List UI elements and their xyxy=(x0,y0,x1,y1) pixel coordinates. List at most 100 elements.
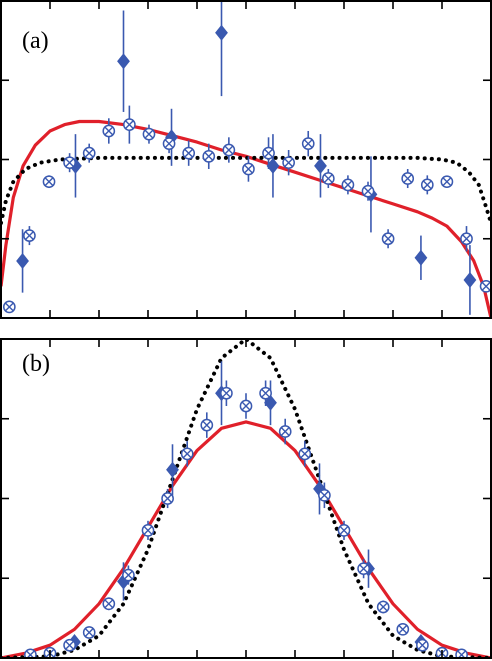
panel-a-cross-circle-stroke2-19 xyxy=(383,234,393,244)
panel-b-cross-circle-point-6 xyxy=(141,524,155,537)
panel-a-cross-circle-stroke2-17 xyxy=(343,180,353,190)
panel-a-ticks xyxy=(1,1,491,318)
panel-b-cross-circle-stroke2-9 xyxy=(202,420,212,430)
panel-a-cross-circle-stroke2-23 xyxy=(462,234,471,244)
panel-b-ticks xyxy=(1,339,491,658)
panel-b-cross-circle-point-19 xyxy=(396,622,410,636)
panel-a-cross-circle-stroke2-4 xyxy=(84,148,94,158)
panel-a-cross-circle-point-1 xyxy=(23,229,36,242)
panel-a-cross-circle-stroke2-6 xyxy=(124,120,134,130)
panel-a-cross-circle-point-9 xyxy=(182,146,196,160)
panel-a-cross-circle-stroke2-12 xyxy=(243,164,253,174)
panel-a-cross-circle-stroke2-14 xyxy=(284,158,294,168)
panel-a-diamond-point-6 xyxy=(314,157,327,174)
panel-a-cross-circle-point-11 xyxy=(222,143,236,157)
panel-b-cross-circle-stroke2-18 xyxy=(378,602,388,612)
panel-a-cross-circle-point-2 xyxy=(42,175,56,189)
panel-b-cross-circle-stroke2-10 xyxy=(221,388,231,398)
panel-b-cross-circle-point-2 xyxy=(63,638,76,652)
panel-b-diamond-point-5 xyxy=(313,480,326,497)
panel-a-cross-circle-point-4 xyxy=(82,146,96,160)
panel-a-diamond-point-0 xyxy=(16,252,29,269)
panel-b-cross-circle-stroke2-8 xyxy=(182,449,192,459)
panel-a-cross-circle-stroke2-3 xyxy=(65,158,75,168)
panel-b-cross-circle-stroke2-17 xyxy=(359,564,369,574)
panel-a-cross-circle-stroke2-5 xyxy=(104,126,114,136)
panel-a-cross-circle-stroke2-16 xyxy=(323,174,333,183)
panel-b-cross-circle-stroke2-16 xyxy=(339,525,349,535)
panel-a-diamond-point-2 xyxy=(117,53,130,70)
panel-b-cross-circle-stroke2-5 xyxy=(123,570,133,580)
panel-b-curve-dotted xyxy=(1,339,491,658)
panel-b-cross-circle-stroke2-7 xyxy=(163,494,173,503)
panel-b-frame xyxy=(0,338,492,659)
panel-a-cross-circle-stroke2-15 xyxy=(303,139,313,149)
panel-a-cross-circle-stroke2-20 xyxy=(403,174,413,183)
panel-b-plot-area xyxy=(1,339,491,658)
panel-a-cross-circle-stroke2-7 xyxy=(144,129,154,139)
panel-a-cross-circle-stroke2-10 xyxy=(204,151,214,161)
panel-a-cross-circle-point-21 xyxy=(420,178,434,192)
panel-b-cross-circle-stroke2-4 xyxy=(104,599,114,609)
panel-b-cross-circle-stroke2-20 xyxy=(417,640,427,650)
panel-a-plot-area xyxy=(1,1,491,318)
panel-a-cross-circle-point-16 xyxy=(321,172,335,185)
panel-a-cross-circle-point-18 xyxy=(361,184,375,198)
panel-b-cross-circle-point-16 xyxy=(337,524,351,537)
panel-b xyxy=(0,338,492,659)
panel-b-cross-circle-point-13 xyxy=(278,425,292,438)
panel-a-curve-dotted xyxy=(1,155,491,225)
panel-a-cross-circle-point-12 xyxy=(242,162,255,176)
panel-a-cross-circle-stroke2-18 xyxy=(363,186,373,196)
panel-a-cross-circle-point-8 xyxy=(162,137,176,150)
panel-a-cross-circle-point-10 xyxy=(202,149,216,163)
panel-a-cross-circle-stroke2-8 xyxy=(164,139,174,149)
panel-a-cross-circle-stroke2-0 xyxy=(4,302,14,312)
panel-a-diamond-point-8 xyxy=(414,249,428,266)
panel-b-cross-circle-stroke2-2 xyxy=(65,640,75,650)
panel-a-cross-circle-stroke2-21 xyxy=(422,180,432,190)
panel-b-diamond-point-2 xyxy=(166,461,179,478)
panel-b-cross-circle-point-12 xyxy=(259,386,272,400)
panel-b-cross-circle-stroke2-6 xyxy=(143,525,153,535)
panel-b-label: (b) xyxy=(22,351,50,377)
panel-a-cross-circle-stroke2-24 xyxy=(481,281,491,291)
panel-a-cross-circle-point-23 xyxy=(460,232,473,246)
panel-a-cross-circle-point-19 xyxy=(381,232,395,246)
panel-b-cross-circle-point-5 xyxy=(122,568,135,582)
panel-b-cross-circle-stroke2-11 xyxy=(241,401,251,411)
panel-a-cross-circle-stroke2-9 xyxy=(184,148,194,158)
panel-a-cross-circle-stroke2-22 xyxy=(442,177,452,187)
panel-b-cross-circle-stroke2-14 xyxy=(300,449,310,459)
panel-a-cross-circle-point-5 xyxy=(102,124,116,138)
panel-a-cross-circle-point-14 xyxy=(282,156,295,170)
panel-a-cross-circle-point-0 xyxy=(2,300,16,314)
panel-a-cross-circle-point-15 xyxy=(301,137,315,150)
panel-b-cross-circle-stroke2-3 xyxy=(84,628,94,637)
panel-b-cross-circle-point-10 xyxy=(220,386,233,400)
panel-b-cross-circle-point-4 xyxy=(102,597,116,611)
panel-a xyxy=(0,0,492,319)
panel-a-cross-circle-stroke2-2 xyxy=(44,177,54,187)
panel-b-cross-circle-point-18 xyxy=(376,600,390,614)
panel-b-cross-circle-point-14 xyxy=(298,447,312,461)
panel-a-diamond-point-5 xyxy=(266,157,280,174)
panel-b-cross-circle-point-11 xyxy=(239,399,253,413)
panel-b-cross-circle-point-8 xyxy=(180,447,194,461)
panel-b-cross-circle-point-20 xyxy=(416,638,429,652)
panel-a-label: (a) xyxy=(22,28,49,54)
panel-a-cross-circle-point-6 xyxy=(123,118,136,131)
panel-b-cross-circle-stroke2-13 xyxy=(280,427,290,436)
panel-b-cross-circle-stroke2-19 xyxy=(398,624,408,634)
panel-b-cross-circle-point-7 xyxy=(161,492,174,505)
panel-a-cross-circle-stroke2-1 xyxy=(24,231,34,241)
panel-b-cross-circle-point-9 xyxy=(200,418,214,432)
panel-a-cross-circle-stroke2-11 xyxy=(224,145,234,155)
panel-a-curve-solid xyxy=(1,119,491,318)
panel-b-diamond-point-4 xyxy=(264,394,277,411)
panel-a-cross-circle-point-17 xyxy=(341,178,355,192)
panel-b-cross-circle-stroke2-15 xyxy=(319,490,329,500)
panel-a-cross-circle-point-20 xyxy=(401,172,415,185)
panel-a-diamond-point-9 xyxy=(463,271,477,288)
